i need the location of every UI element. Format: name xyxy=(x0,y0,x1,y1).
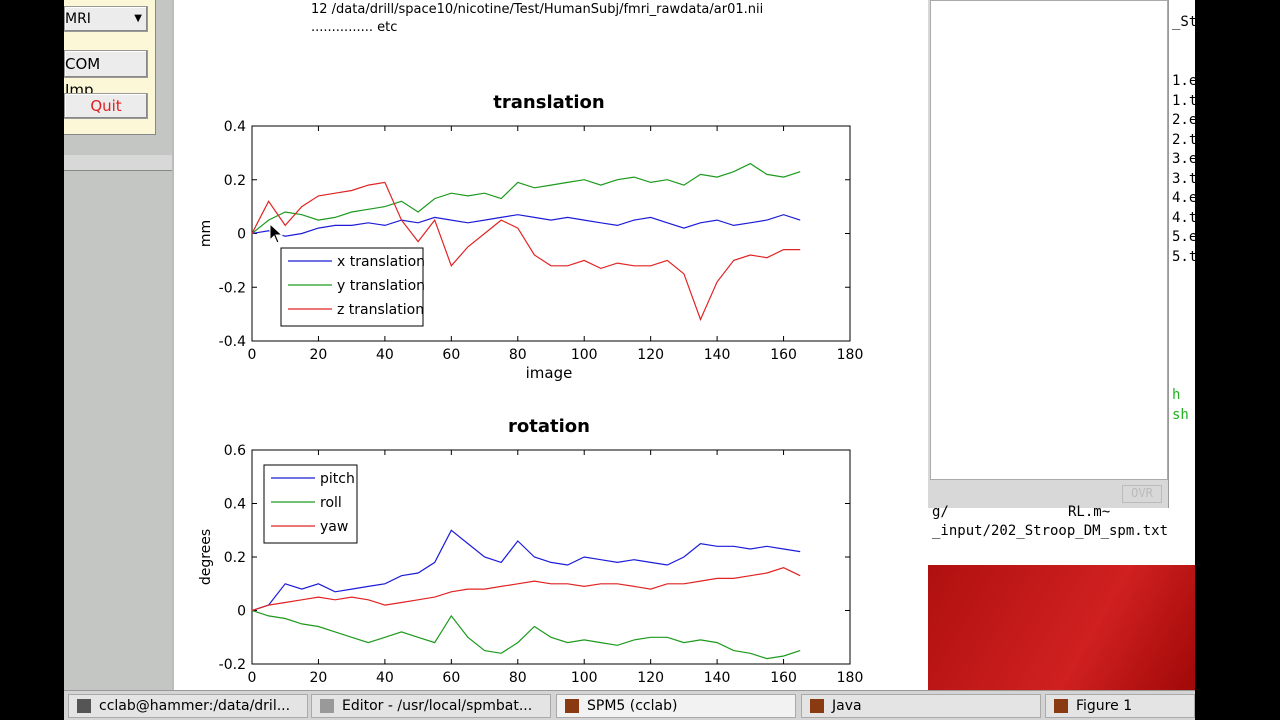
file-line: 12 /data/drill/space10/nicotine/Test/Hum… xyxy=(311,2,764,17)
text-line: 4.e xyxy=(1172,190,1198,206)
y-tick-label: 0 xyxy=(237,604,246,620)
terminal-text: _input/202_Stroop_DM_spm.txt xyxy=(932,523,1169,539)
icon xyxy=(77,699,91,713)
text-line: 1.e xyxy=(1172,73,1198,89)
x-tick-label: 140 xyxy=(704,347,731,363)
x-tick-label: 180 xyxy=(837,670,864,686)
task-button[interactable]: SPM5 (cclab) xyxy=(556,694,796,718)
x-tick-label: 40 xyxy=(376,670,394,686)
icon xyxy=(565,699,579,713)
text-line: 1.t xyxy=(1172,92,1198,109)
x-tick-label: 100 xyxy=(571,670,598,686)
task-button[interactable]: Figure 1 xyxy=(1045,694,1195,718)
x-tick-label: 0 xyxy=(248,670,257,686)
series-line xyxy=(251,567,801,612)
icon xyxy=(810,699,824,713)
x-tick-label: 60 xyxy=(442,347,460,363)
dropdown[interactable]: MRI ▼ xyxy=(64,6,148,32)
task-label: SPM5 (cclab) xyxy=(587,698,678,714)
task-button[interactable]: cclab@hammer:/data/dril... xyxy=(68,694,308,718)
terminal xyxy=(928,508,1195,565)
x-tick-label: 160 xyxy=(770,347,797,363)
legend-label: roll xyxy=(320,495,342,511)
text-line: 4.t xyxy=(1172,209,1198,226)
x-tick-label: 180 xyxy=(837,347,864,363)
x-tick-label: 80 xyxy=(509,670,527,686)
x-tick-label: 20 xyxy=(310,347,328,363)
x-tick-label: 160 xyxy=(770,670,797,686)
task-label: Editor - /usr/local/spmbat... xyxy=(342,698,533,714)
task-button[interactable]: Java xyxy=(801,694,1041,718)
text-line: 2.t xyxy=(1172,131,1198,148)
title-bar xyxy=(64,155,172,171)
series-line xyxy=(251,214,801,237)
legend-label: x translation xyxy=(337,254,425,270)
cursor xyxy=(269,222,284,244)
chart-title: rotation xyxy=(508,416,590,437)
button[interactable]: Quit xyxy=(64,93,148,119)
y-tick-label: 0.4 xyxy=(224,497,246,513)
dropdown-label: MRI xyxy=(65,11,91,27)
y-tick-label: 0.4 xyxy=(224,119,246,135)
y-tick-label: 0.6 xyxy=(224,443,246,459)
editor-text xyxy=(1168,0,1195,510)
task-label: Java xyxy=(832,698,862,714)
arrow: ▼ xyxy=(134,13,142,24)
x-tick-label: 60 xyxy=(442,670,460,686)
text-line: 5.t xyxy=(1172,248,1198,265)
text-line: 3.e xyxy=(1172,151,1198,167)
text-line: 5.e xyxy=(1172,229,1198,245)
terminal-text: RL.m~ xyxy=(1068,504,1111,520)
text-line: sh xyxy=(1172,406,1189,423)
x-tick-label: 120 xyxy=(637,347,664,363)
file-line: ............... etc xyxy=(311,20,398,35)
y-tick-label: 0.2 xyxy=(224,550,246,566)
y-axis-label: degrees xyxy=(198,529,214,585)
x-tick-label: 140 xyxy=(704,670,731,686)
chart-title: translation xyxy=(493,92,604,113)
series-line xyxy=(251,181,801,322)
text-line: 2.e xyxy=(1172,112,1198,128)
x-axis-label: image xyxy=(526,364,573,382)
x-tick-label: 40 xyxy=(376,347,394,363)
editor-header: _St xyxy=(1172,14,1198,30)
status: OVR xyxy=(1122,485,1162,503)
task-label: Figure 1 xyxy=(1076,698,1133,714)
legend-label: yaw xyxy=(320,519,348,535)
x-tick-label: 80 xyxy=(509,347,527,363)
legend-label: z translation xyxy=(337,302,424,318)
task-button[interactable]: Editor - /usr/local/spmbat... xyxy=(311,694,551,718)
icon xyxy=(1054,699,1068,713)
desktop xyxy=(928,565,1195,690)
y-axis-label: mm xyxy=(198,220,214,247)
series-line xyxy=(251,609,801,660)
x-tick-label: 100 xyxy=(571,347,598,363)
legend-label: y translation xyxy=(337,278,425,294)
series-line xyxy=(251,162,801,234)
editor-green-lines: h sh xyxy=(1172,386,1189,425)
task-label: cclab@hammer:/data/dril... xyxy=(99,698,291,714)
text-line: 3.t xyxy=(1172,170,1198,187)
y-tick-label: 0.2 xyxy=(224,173,246,189)
y-tick-label: -0.4 xyxy=(219,334,246,350)
editor-lines: 1.e 1.t 2.e 2.t 3.e 3.t 4.e 4.t 5.e 5.t xyxy=(1172,72,1197,267)
terminal-text: g/ xyxy=(932,504,949,520)
text-line: h xyxy=(1172,387,1181,403)
x-tick-label: 0 xyxy=(248,347,257,363)
y-tick-label: 0 xyxy=(237,227,246,243)
series-line xyxy=(251,529,801,612)
y-tick-label: -0.2 xyxy=(219,657,246,673)
legend-label: pitch xyxy=(320,471,355,487)
y-tick-label: -0.2 xyxy=(219,280,246,296)
x-tick-label: 120 xyxy=(637,670,664,686)
editor-pane xyxy=(930,0,1168,480)
icon xyxy=(320,699,334,713)
x-tick-label: 20 xyxy=(310,670,328,686)
